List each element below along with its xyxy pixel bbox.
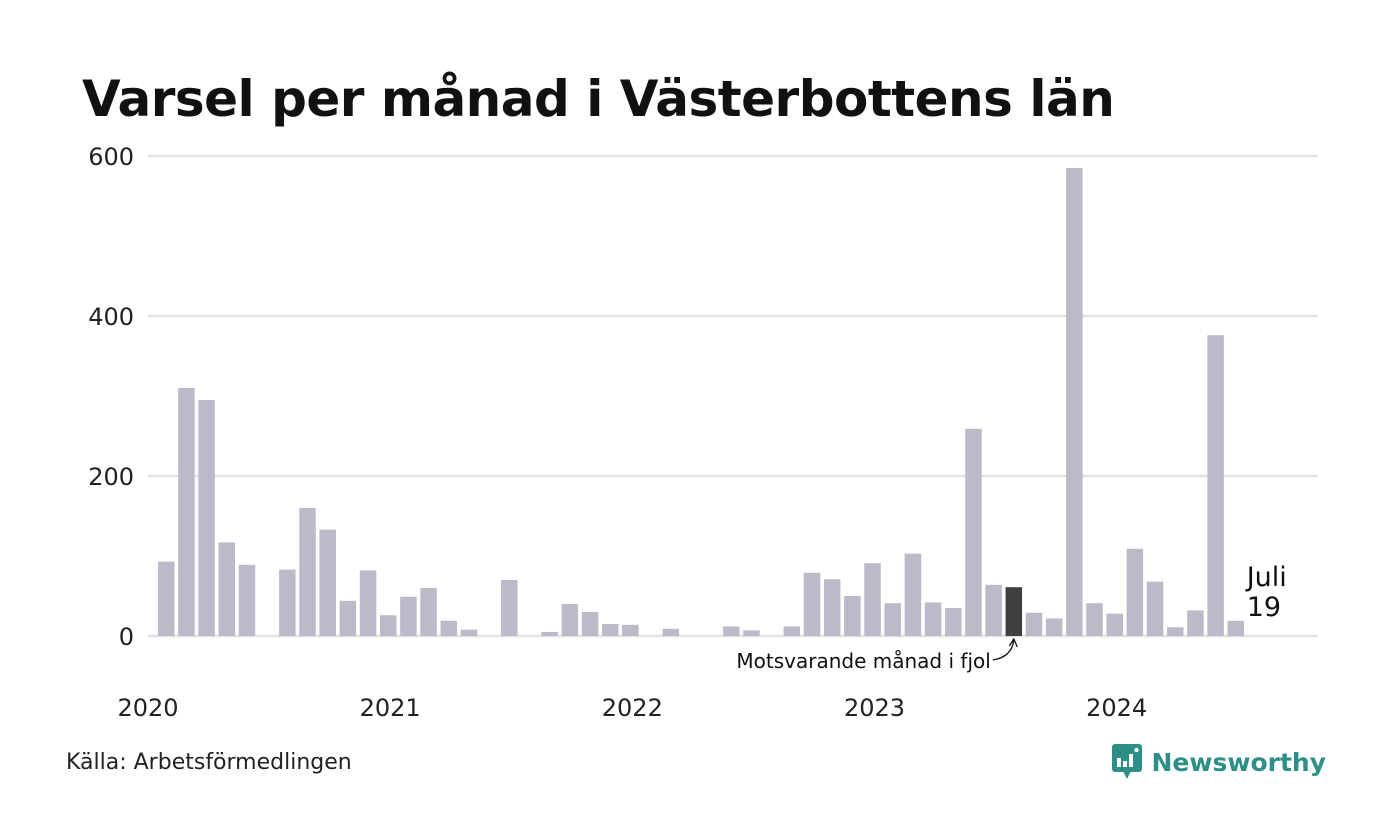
x-tick-label: 2023 bbox=[844, 694, 905, 722]
bar bbox=[601, 624, 619, 636]
bar bbox=[965, 428, 982, 636]
bars bbox=[158, 168, 1245, 636]
y-tick-label: 0 bbox=[119, 623, 134, 651]
bar bbox=[460, 629, 478, 636]
bar bbox=[501, 580, 518, 636]
bar bbox=[1045, 618, 1063, 636]
source-note: Källa: Arbetsförmedlingen bbox=[66, 750, 352, 775]
bar bbox=[218, 542, 236, 636]
highlight-value-label: 19 bbox=[1247, 592, 1281, 623]
chart-title: Varsel per månad i Västerbottens län bbox=[82, 70, 1115, 128]
bar bbox=[1167, 627, 1184, 636]
bar bbox=[945, 608, 962, 636]
bar bbox=[622, 624, 639, 636]
bar bbox=[158, 561, 175, 636]
y-tick-label: 400 bbox=[88, 303, 134, 331]
y-tick-label: 200 bbox=[88, 463, 134, 491]
bar bbox=[1146, 581, 1164, 636]
bar bbox=[985, 584, 1002, 636]
bar bbox=[299, 508, 316, 636]
annotation-arrowhead bbox=[1008, 637, 1018, 648]
bar bbox=[238, 564, 256, 636]
bar bbox=[844, 596, 861, 636]
bar bbox=[924, 602, 942, 636]
bar bbox=[1025, 612, 1043, 636]
bar bbox=[359, 570, 377, 636]
bar bbox=[379, 615, 397, 636]
bar bbox=[319, 529, 336, 636]
annotation-text: Motsvarande månad i fjol bbox=[736, 649, 990, 673]
x-tick-label: 2022 bbox=[602, 694, 663, 722]
bar bbox=[723, 626, 740, 636]
bar bbox=[1066, 168, 1083, 636]
x-tick-label: 2024 bbox=[1086, 694, 1147, 722]
bar bbox=[561, 604, 579, 636]
x-tick-label: 2020 bbox=[117, 694, 178, 722]
bar bbox=[1106, 613, 1123, 636]
bar bbox=[803, 572, 821, 636]
highlight-month-label: Juli bbox=[1245, 562, 1287, 593]
bar bbox=[178, 388, 195, 636]
bar bbox=[1227, 620, 1245, 636]
bar bbox=[823, 579, 841, 636]
x-tick-label: 2021 bbox=[360, 694, 421, 722]
bar bbox=[420, 588, 437, 636]
bar bbox=[783, 626, 801, 636]
y-tick-label: 600 bbox=[88, 143, 134, 171]
bar bbox=[1187, 610, 1204, 636]
bar bbox=[400, 596, 417, 636]
brand-name: Newsworthy bbox=[1151, 747, 1327, 777]
brand-logo: Newsworthy bbox=[1111, 744, 1327, 780]
bar bbox=[1126, 548, 1144, 636]
bar-chart: 0 200 400 600 2020 2021 2022 2023 2024 Motsvara… bbox=[88, 143, 1318, 722]
bar bbox=[279, 569, 296, 636]
bar bbox=[541, 632, 558, 636]
bar bbox=[440, 620, 458, 636]
bar bbox=[904, 553, 922, 636]
bar bbox=[1086, 603, 1103, 636]
bar bbox=[884, 603, 901, 636]
x-axis-ticks: 2020 2021 2022 2023 2024 bbox=[117, 694, 1147, 722]
y-axis-ticks: 0 200 400 600 bbox=[88, 143, 134, 651]
bar bbox=[662, 628, 679, 636]
bar bbox=[1207, 335, 1224, 636]
bar bbox=[864, 563, 881, 636]
comparison-bar bbox=[1005, 587, 1023, 636]
bar bbox=[581, 612, 599, 636]
bar bbox=[339, 600, 357, 636]
bar bbox=[743, 630, 760, 636]
newsworthy-logo-icon bbox=[1111, 744, 1142, 779]
annotation-arrow bbox=[992, 639, 1015, 661]
bar bbox=[198, 400, 215, 636]
